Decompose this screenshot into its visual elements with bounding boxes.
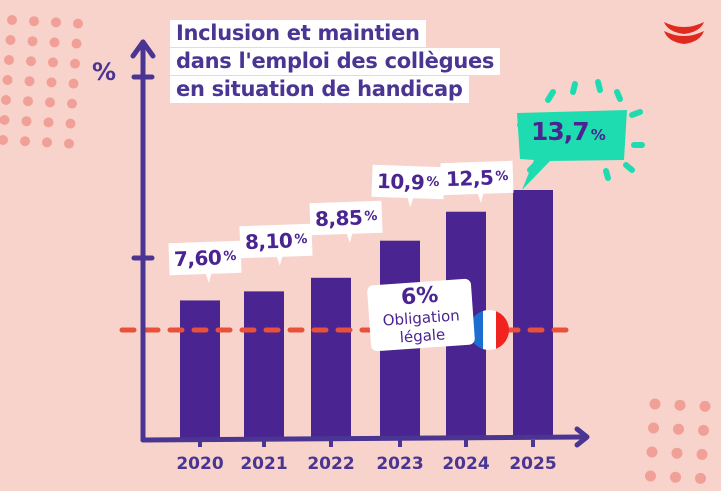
logo-icon	[664, 22, 704, 44]
x-tick-label-2020: 2020	[176, 454, 224, 474]
decorative-dot	[43, 117, 54, 128]
bar-2020	[180, 300, 220, 438]
decorative-dot	[646, 446, 658, 458]
burst-ray	[629, 109, 643, 118]
legal-obligation-label: 6% Obligation légale	[366, 278, 476, 352]
chart-title-line-2: dans l'emploi des collègues	[170, 48, 501, 75]
data-label-suffix: %	[426, 174, 440, 191]
bars-group	[180, 190, 553, 438]
decorative-dot	[20, 136, 30, 147]
burst-ray	[570, 81, 578, 95]
data-label-2021: 8,10%	[239, 223, 313, 259]
decorative-dots-bottom-right	[645, 398, 711, 484]
x-tick-label-2022: 2022	[307, 454, 355, 474]
decorative-dot	[68, 78, 79, 89]
decorative-dot	[0, 115, 10, 125]
decorative-dot	[21, 116, 32, 127]
decorative-dot	[48, 57, 58, 68]
data-label-suffix: %	[495, 168, 509, 185]
bar-2022	[311, 277, 351, 438]
decorative-dot	[27, 36, 38, 47]
decorative-dot	[674, 399, 686, 411]
data-label-suffix: %	[590, 126, 606, 144]
decorative-dot	[46, 77, 57, 88]
decorative-dot	[0, 135, 8, 145]
burst-ray	[603, 168, 611, 181]
burst-ray	[595, 79, 603, 93]
data-label-value: 8,10	[244, 228, 293, 255]
decorative-dot	[648, 422, 659, 434]
highlight-callout-shape	[517, 110, 627, 190]
data-label-value: 13,7	[531, 117, 590, 146]
y-axis	[130, 39, 156, 443]
decorative-dot	[7, 15, 17, 25]
chart-title-line-3: en situation de handicap	[170, 76, 469, 103]
decorative-dot	[1, 95, 11, 105]
x-axis	[140, 426, 590, 448]
decorative-dot	[70, 58, 80, 69]
decorative-dot	[26, 56, 36, 67]
decorative-dot	[671, 447, 683, 459]
data-label-value: 8,85	[314, 205, 363, 232]
decorative-dot	[49, 37, 60, 48]
data-label-suffix: %	[294, 231, 308, 248]
data-label-suffix: %	[364, 208, 378, 225]
decorative-dot	[5, 35, 16, 45]
decorative-dot	[695, 472, 706, 484]
data-label-value: 12,5	[445, 165, 494, 192]
data-label-2022: 8,85%	[309, 200, 383, 236]
data-label-value: 7,60	[173, 245, 222, 272]
decorative-dot	[670, 471, 681, 483]
decorative-dot	[67, 98, 77, 109]
decorative-dot	[42, 137, 52, 148]
decorative-dot	[696, 448, 708, 460]
decorative-dot	[2, 75, 13, 85]
decorative-dot	[699, 400, 711, 412]
decorative-dot	[24, 76, 35, 87]
x-ticks	[198, 440, 535, 447]
data-label-2025: 13,7%	[531, 117, 606, 146]
decorative-dot	[64, 138, 74, 149]
decorative-dot	[645, 470, 656, 482]
bar-2021	[244, 291, 284, 438]
y-axis-label: %	[92, 58, 117, 86]
decorative-dot	[45, 97, 55, 108]
decorative-dot	[65, 118, 76, 129]
data-label-2024: 12,5%	[440, 160, 514, 196]
decorative-dot	[673, 423, 684, 435]
decorative-dot	[4, 55, 14, 65]
data-label-2020: 7,60%	[168, 240, 242, 276]
x-tick-label-2021: 2021	[240, 454, 288, 474]
data-label-suffix: %	[223, 248, 237, 265]
data-label-value: 10,9	[376, 168, 425, 195]
decorative-dot	[71, 38, 82, 49]
decorative-dots-top-left	[0, 15, 83, 149]
decorative-dot	[698, 424, 709, 436]
burst-ray	[614, 89, 623, 102]
x-tick-label-2023: 2023	[376, 454, 424, 474]
bar-2025	[513, 190, 553, 438]
burst-ray	[623, 162, 635, 173]
decorative-dot	[73, 18, 83, 29]
data-label-2023: 10,9%	[371, 164, 445, 200]
chart-title-line-1: Inclusion et maintien	[170, 20, 426, 47]
decorative-dot	[23, 96, 33, 107]
x-tick-label-2025: 2025	[509, 454, 557, 474]
burst-ray	[545, 89, 556, 103]
decorative-dot	[649, 398, 661, 410]
x-tick-label-2024: 2024	[442, 454, 490, 474]
decorative-dot	[51, 17, 61, 28]
french-flag-icon	[469, 310, 509, 350]
decorative-dot	[29, 16, 39, 27]
